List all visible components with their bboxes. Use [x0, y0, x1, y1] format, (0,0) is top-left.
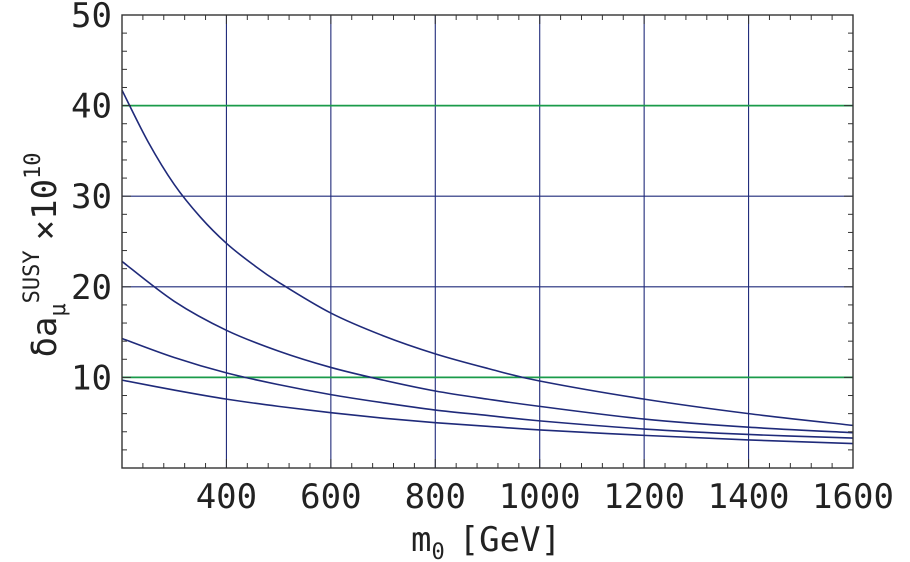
y-tick-label: 50 — [71, 0, 112, 36]
x-tick-label: 1600 — [812, 477, 894, 517]
y-axis-label-symbol: δa — [25, 317, 65, 358]
y-tick-label: 10 — [71, 358, 112, 398]
x-axis-label: m0 [GeV] — [411, 520, 561, 562]
data-series — [121, 89, 854, 445]
series-line-1 — [121, 89, 854, 427]
x-tick-label: 600 — [300, 477, 361, 517]
y-axis-label: δaμSUSY ×1010 — [20, 152, 71, 357]
reference-lines — [122, 104, 853, 379]
tick-marks — [121, 14, 854, 469]
plot-frame — [121, 14, 854, 469]
y-axis-label-factor: ×10 — [25, 179, 65, 240]
x-tick-label: 800 — [405, 477, 466, 517]
y-tick-label: 40 — [71, 87, 112, 127]
x-tick-labels: 400 600 800 1000 1200 1400 1600 — [196, 477, 894, 517]
series-line-4 — [121, 379, 854, 445]
x-tick-label: 400 — [196, 477, 257, 517]
y-axis-label-subscript: μ — [46, 303, 71, 316]
x-tick-label: 1400 — [708, 477, 790, 517]
plot-border — [121, 14, 854, 469]
x-axis-label-base: m — [411, 520, 431, 560]
x-tick-label: 1000 — [499, 477, 581, 517]
x-axis-label-unit: [GeV] — [459, 520, 561, 560]
y-tick-label: 30 — [71, 177, 112, 217]
x-tick-label: 1200 — [603, 477, 685, 517]
y-axis-label-superscript: SUSY — [20, 250, 45, 303]
y-tick-labels: 10 20 30 40 50 — [71, 0, 112, 398]
y-tick-label: 20 — [71, 268, 112, 308]
series-line-2 — [121, 260, 854, 434]
series-line-3 — [121, 337, 854, 439]
x-axis-label-subscript: 0 — [431, 540, 444, 562]
y-axis-label-exponent: 10 — [21, 152, 46, 179]
